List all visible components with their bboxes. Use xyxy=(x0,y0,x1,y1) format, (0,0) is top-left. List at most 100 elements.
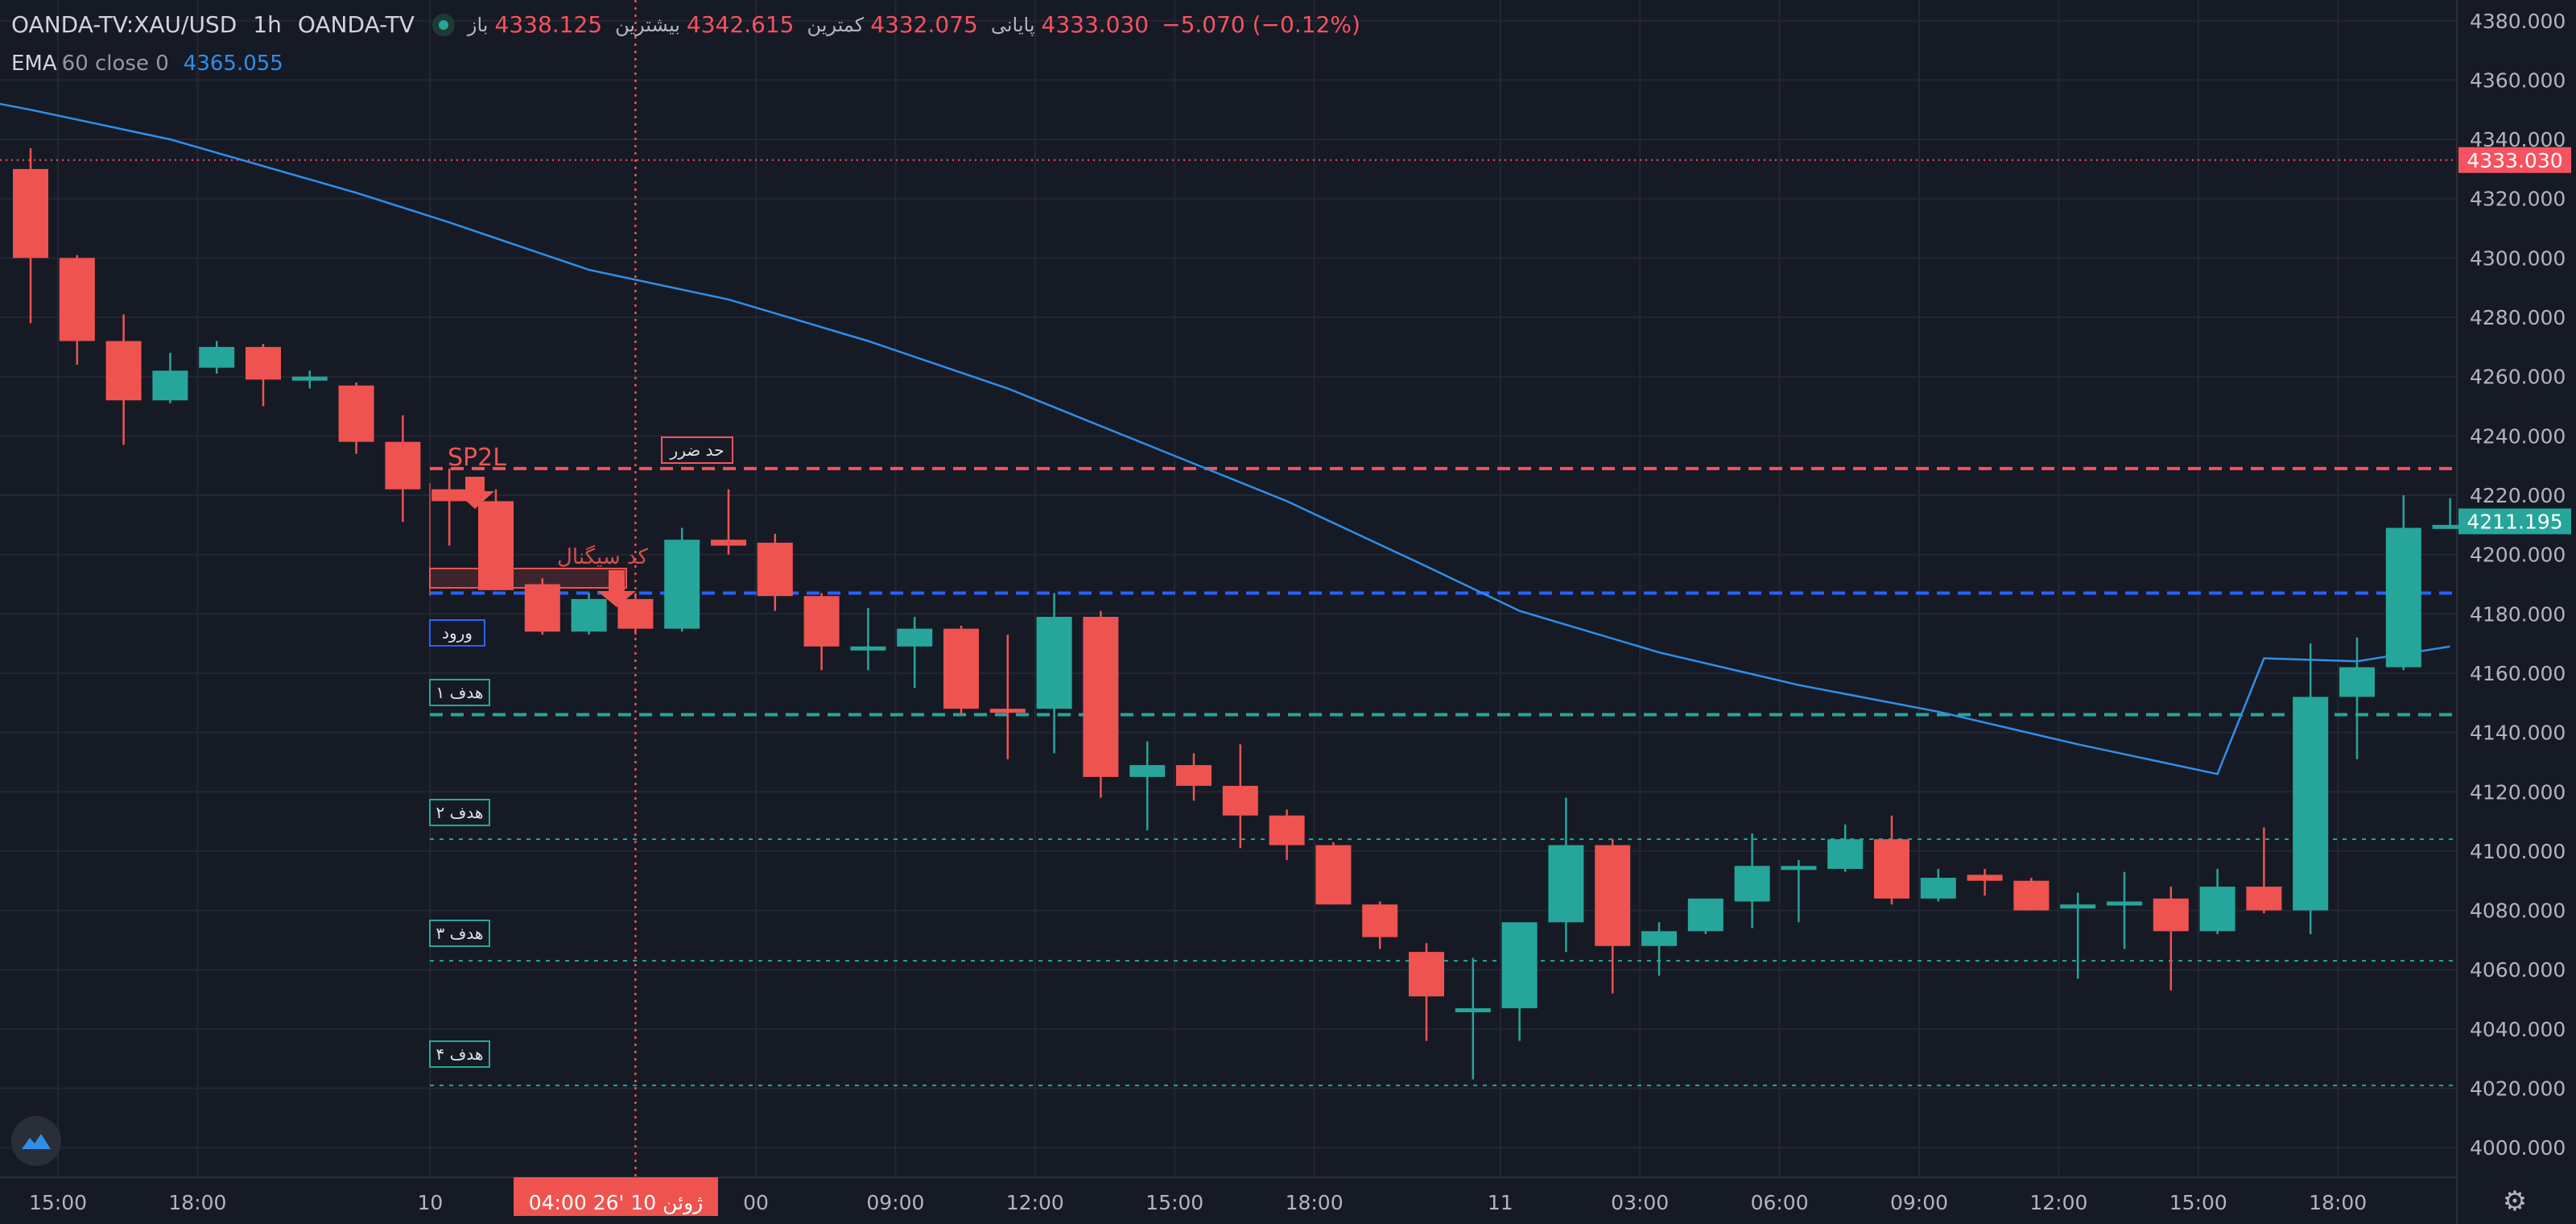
candle-body[interactable] xyxy=(385,441,421,490)
crosshair-time-badge[interactable] xyxy=(514,1177,718,1216)
candle-body[interactable] xyxy=(1129,765,1166,777)
level-label-entry: ورود xyxy=(442,623,473,643)
interval-label[interactable]: 1h xyxy=(253,11,282,38)
candle-body[interactable] xyxy=(1920,878,1956,899)
candle-body[interactable] xyxy=(13,168,48,258)
candle-body[interactable] xyxy=(1781,866,1817,870)
candle-body[interactable] xyxy=(1083,616,1119,777)
candle-body[interactable] xyxy=(897,628,933,647)
candle-body[interactable] xyxy=(711,540,746,546)
entry-arrow-down-icon xyxy=(597,570,636,607)
symbol-title[interactable]: OANDA-TV:XAU/USD xyxy=(11,11,237,38)
open-label: باز xyxy=(467,13,489,36)
candle-body[interactable] xyxy=(1409,952,1444,997)
price-tick-label: 4020.000 xyxy=(2470,1077,2566,1101)
candle-body[interactable] xyxy=(199,346,235,368)
candle-body[interactable] xyxy=(1548,845,1584,923)
price-tick-label: 4000.000 xyxy=(2470,1136,2566,1160)
candle-body[interactable] xyxy=(1222,785,1258,816)
market-status-icon[interactable] xyxy=(431,13,455,36)
ema-indicator-legend[interactable]: EMA 60 close 0 4365.055 xyxy=(11,52,283,76)
candle-body[interactable] xyxy=(2060,904,2096,909)
price-tick-label: 4320.000 xyxy=(2470,188,2566,211)
level-label-box-target-4[interactable] xyxy=(429,1040,490,1068)
level-label-target-1: هدف ۱ xyxy=(436,683,484,702)
time-tick-label: 11 xyxy=(1488,1191,1513,1214)
candle-body[interactable] xyxy=(1595,845,1631,946)
crosshair-time-label: 04:00 26' ژوئن 10 xyxy=(529,1191,704,1215)
time-tick-label: 03:00 xyxy=(1611,1191,1669,1214)
candle-body[interactable] xyxy=(1362,904,1398,937)
candle-body[interactable] xyxy=(1827,839,1864,870)
candle-body[interactable] xyxy=(803,596,840,647)
level-label-box-entry[interactable] xyxy=(429,619,485,647)
gear-icon[interactable]: ⚙ xyxy=(2502,1185,2528,1218)
candle-body[interactable] xyxy=(850,646,886,651)
candle-body[interactable] xyxy=(1455,1008,1491,1013)
high-label: بیشترین xyxy=(615,13,680,36)
candle-body[interactable] xyxy=(2432,524,2468,529)
candle-body[interactable] xyxy=(2107,901,2142,906)
price-tick-label: 4180.000 xyxy=(2470,602,2566,626)
candle-body[interactable] xyxy=(1176,765,1212,786)
candle-body[interactable] xyxy=(1734,866,1770,902)
time-tick-label: 15:00 xyxy=(29,1191,87,1214)
level-label-box-target-3[interactable] xyxy=(429,920,490,947)
level-label-target-4: هدف ۴ xyxy=(436,1044,484,1064)
candle-body[interactable] xyxy=(478,501,514,590)
candle-body[interactable] xyxy=(2293,697,2329,911)
candle-body[interactable] xyxy=(943,628,979,709)
source-label: OANDA-TV xyxy=(297,11,415,38)
current-price-badge xyxy=(2458,508,2571,535)
level-label-target-3: هدف ۳ xyxy=(436,924,484,943)
candle-body[interactable] xyxy=(152,370,188,401)
price-tick-label: 4200.000 xyxy=(2470,544,2566,567)
candle-body[interactable] xyxy=(1501,922,1538,1009)
tradingview-logo-icon[interactable] xyxy=(11,1116,61,1166)
price-tick-label: 4380.000 xyxy=(2470,10,2566,33)
entry-zone-box[interactable] xyxy=(429,568,627,589)
candle-body[interactable] xyxy=(1687,898,1724,932)
price-tick-label: 4360.000 xyxy=(2470,68,2566,92)
last-close-price-label: 4333.030 xyxy=(2467,149,2562,172)
open-value: 4338.125 xyxy=(494,11,603,38)
time-tick-label: 09:00 xyxy=(866,1191,924,1214)
level-label-box-target-2[interactable] xyxy=(429,799,490,826)
candle-body[interactable] xyxy=(664,540,700,629)
level-label-box-target-1[interactable] xyxy=(429,679,490,706)
candle-body[interactable] xyxy=(757,542,793,597)
candle-body[interactable] xyxy=(2013,880,2050,911)
candle-body[interactable] xyxy=(571,598,607,632)
low-label: کمترین xyxy=(807,13,865,36)
candle-body[interactable] xyxy=(246,346,281,380)
time-tick-label: 09:00 xyxy=(1890,1191,1948,1214)
candle-body[interactable] xyxy=(2246,887,2282,911)
candle-body[interactable] xyxy=(2199,887,2235,932)
candle-body[interactable] xyxy=(1315,845,1352,905)
candle-body[interactable] xyxy=(989,709,1026,713)
indicator-name: EMA xyxy=(11,52,57,76)
candle-body[interactable] xyxy=(338,385,374,442)
price-tick-label: 4160.000 xyxy=(2470,662,2566,685)
time-tick-label: 18:00 xyxy=(2309,1191,2367,1214)
candle-body[interactable] xyxy=(524,584,560,632)
candle-body[interactable] xyxy=(1874,839,1909,899)
price-tick-label: 4120.000 xyxy=(2470,780,2566,804)
candle-body[interactable] xyxy=(1036,616,1072,709)
candle-body[interactable] xyxy=(59,258,95,341)
low-value: 4332.075 xyxy=(870,11,978,38)
time-tick-label: 12:00 xyxy=(1006,1191,1064,1214)
ema-line[interactable] xyxy=(0,101,2450,775)
candle-body[interactable] xyxy=(1269,815,1305,846)
candle-body[interactable] xyxy=(1641,931,1677,946)
candle-body[interactable] xyxy=(291,376,328,381)
candle-body[interactable] xyxy=(2153,898,2189,932)
candle-body[interactable] xyxy=(2339,667,2375,697)
candle-body[interactable] xyxy=(1967,875,2003,881)
last-close-price-badge xyxy=(2458,147,2571,173)
candle-body[interactable] xyxy=(2385,527,2421,668)
level-label-box-stop-loss[interactable] xyxy=(661,436,733,464)
candle-body[interactable] xyxy=(105,341,142,401)
